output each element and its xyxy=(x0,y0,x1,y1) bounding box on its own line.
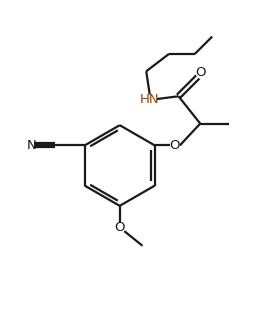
Text: N: N xyxy=(27,139,37,152)
Text: O: O xyxy=(170,139,180,152)
Text: O: O xyxy=(195,66,205,79)
Text: HN: HN xyxy=(140,93,160,106)
Text: O: O xyxy=(114,221,125,234)
